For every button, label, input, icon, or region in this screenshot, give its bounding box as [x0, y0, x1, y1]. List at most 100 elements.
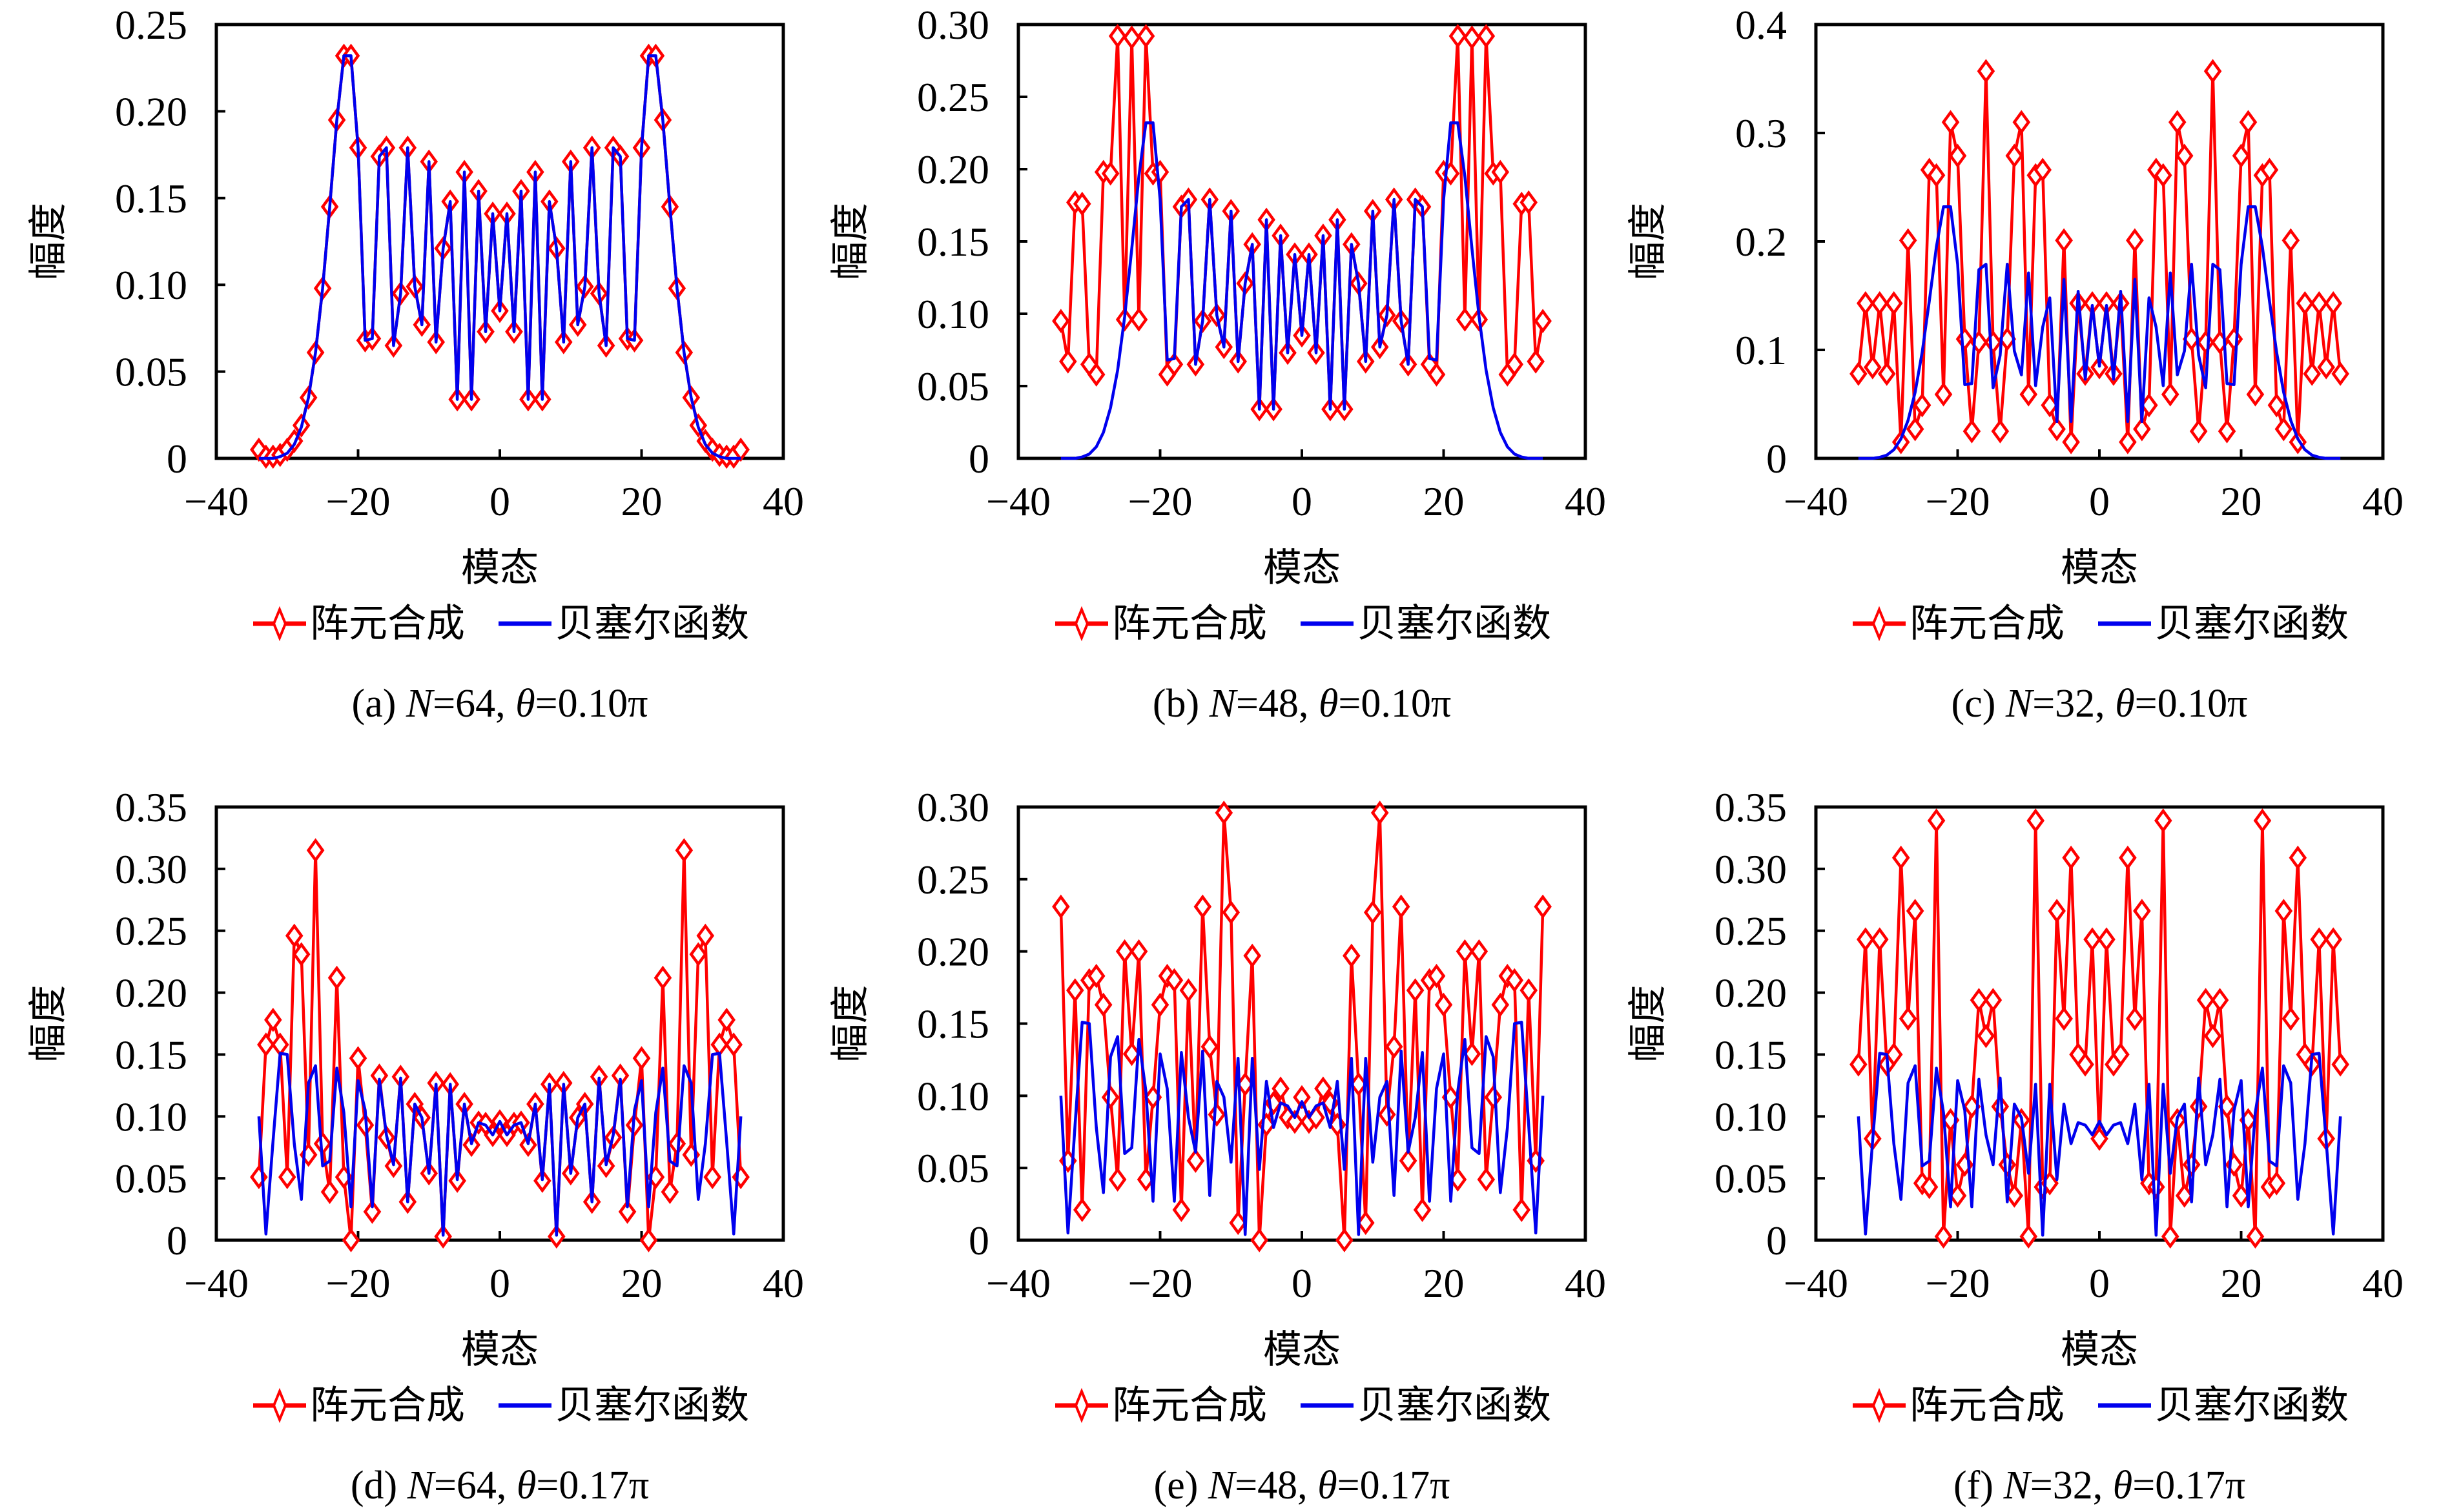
series-line-bessel: [1858, 205, 2341, 460]
data-point-array-synthesis: [2062, 845, 2080, 870]
y-tick-label: 0.30: [917, 2, 989, 48]
x-tick-label: 40: [763, 478, 804, 524]
data-point-array-synthesis: [1864, 355, 1882, 380]
data-point-array-synthesis: [1073, 1198, 1091, 1222]
data-point-array-synthesis: [1857, 927, 1875, 952]
data-point-array-synthesis: [710, 1032, 729, 1057]
data-point-array-synthesis: [1293, 1085, 1311, 1110]
data-point-array-synthesis: [1899, 1006, 1917, 1031]
data-point-array-synthesis: [342, 1228, 360, 1252]
data-point-array-synthesis: [1948, 1183, 1967, 1208]
caption-tag: (e): [1154, 1464, 1199, 1507]
caption-n-value: =48,: [1235, 1464, 1307, 1507]
diamond-marker-icon: [272, 606, 287, 642]
plot-frame: [1016, 23, 1587, 460]
data-point-array-synthesis: [1286, 1109, 1304, 1134]
legend: 阵元合成 贝塞尔函数: [1055, 601, 1551, 646]
y-tick-label: 0.20: [115, 970, 187, 1016]
data-point-array-synthesis: [2012, 110, 2031, 135]
legend: 阵元合成 贝塞尔函数: [253, 601, 749, 646]
x-tick-label: −40: [184, 478, 249, 524]
data-point-array-synthesis: [2239, 110, 2258, 135]
legend: 阵元合成 贝塞尔函数: [1853, 1383, 2349, 1428]
x-tick-label: 0: [2089, 478, 2110, 524]
data-point-array-synthesis: [1363, 900, 1382, 925]
data-point-array-synthesis: [1505, 352, 1524, 377]
x-tick-label: 20: [2221, 1260, 2262, 1306]
data-point-array-synthesis: [1906, 899, 1924, 923]
y-tick-label: 0.15: [115, 176, 187, 221]
data-point-array-synthesis: [1505, 968, 1524, 993]
data-point-array-synthesis: [1356, 1211, 1375, 1235]
caption-n-symbol: N: [406, 682, 435, 726]
data-point-array-synthesis: [271, 1032, 289, 1057]
caption-theta-symbol: θ: [2113, 1464, 2132, 1507]
data-point-array-synthesis: [1899, 228, 1917, 253]
data-point-array-synthesis: [1534, 894, 1552, 919]
y-tick-label: 0.15: [115, 1032, 187, 1078]
x-axis-title: 模态: [461, 546, 539, 591]
data-point-array-synthesis: [2019, 382, 2038, 407]
x-axis-title: 模态: [461, 1327, 539, 1373]
data-point-array-synthesis: [1343, 943, 1361, 968]
data-point-array-synthesis: [2246, 382, 2265, 407]
data-point-array-synthesis: [2175, 1183, 2194, 1208]
data-point-array-synthesis: [1087, 362, 1106, 387]
caption-theta-value: =0.17π: [1337, 1464, 1450, 1507]
x-axis-title: 模态: [1263, 546, 1341, 591]
data-point-array-synthesis: [1984, 330, 2003, 355]
data-point-array-synthesis: [1527, 349, 1545, 374]
data-point-array-synthesis: [2331, 1052, 2349, 1077]
data-point-array-synthesis: [285, 923, 304, 948]
data-point-array-synthesis: [306, 838, 325, 863]
data-point-array-synthesis: [1491, 159, 1510, 185]
data-point-array-synthesis: [1991, 419, 2010, 444]
y-tick-label: 0.10: [115, 262, 187, 308]
data-point-array-synthesis: [1512, 1198, 1531, 1222]
data-point-array-synthesis: [1129, 939, 1148, 964]
y-tick-label: 0.05: [115, 1156, 187, 1201]
data-point-array-synthesis: [2232, 143, 2250, 169]
y-axis-title: 幅度: [828, 985, 873, 1063]
data-point-array-synthesis: [2161, 382, 2179, 407]
data-point-array-synthesis: [1215, 801, 1233, 825]
y-tick-label: 0.15: [917, 219, 989, 265]
data-point-array-synthesis: [2317, 355, 2335, 380]
data-point-array-synthesis: [2005, 1183, 2024, 1208]
x-tick-label: 0: [2089, 1260, 2110, 1306]
caption-n-value: =32,: [2032, 682, 2105, 726]
caption-n-value: =64,: [433, 682, 505, 726]
data-point-array-synthesis: [1101, 161, 1120, 186]
data-point-array-synthesis: [320, 1180, 339, 1205]
caption-tag: (a): [352, 682, 397, 726]
data-point-array-synthesis: [1172, 1198, 1191, 1222]
x-tick-label: 20: [2221, 478, 2262, 524]
y-tick-label: 0.10: [115, 1094, 187, 1139]
y-tick-label: 0.20: [115, 88, 187, 134]
y-axis-title: 幅度: [26, 203, 71, 280]
data-point-array-synthesis: [2310, 291, 2329, 316]
data-point-array-synthesis: [689, 942, 708, 966]
diamond-marker-icon: [272, 1387, 287, 1424]
x-tick-label: −40: [1784, 478, 1848, 524]
data-point-array-synthesis: [2055, 228, 2073, 253]
data-point-array-synthesis: [1977, 1023, 1995, 1048]
data-point-array-synthesis: [703, 1165, 722, 1190]
data-point-array-synthesis: [2218, 419, 2236, 444]
y-axis-title: 幅度: [1625, 985, 1671, 1063]
y-tick-label: 0.10: [1715, 1094, 1787, 1139]
data-point-array-synthesis: [1129, 307, 1148, 332]
legend-label-bessel: 贝塞尔函数: [1357, 1383, 1551, 1428]
data-point-array-synthesis: [1491, 992, 1510, 1017]
caption-n-value: =48,: [1236, 682, 1308, 726]
data-point-array-synthesis: [1849, 1052, 1868, 1077]
data-point-array-synthesis: [1927, 163, 1946, 188]
legend-label-array-synthesis: 阵元合成: [1910, 601, 2065, 646]
caption-theta-symbol: θ: [1317, 1464, 1337, 1507]
y-tick-label: 0.20: [1715, 970, 1787, 1016]
data-point-array-synthesis: [1370, 801, 1389, 825]
data-point-array-synthesis: [2246, 1224, 2265, 1249]
y-tick-label: 0.05: [1715, 1156, 1787, 1201]
series-line-array-synthesis: [1857, 819, 2342, 1238]
data-point-array-synthesis: [1891, 845, 1910, 870]
